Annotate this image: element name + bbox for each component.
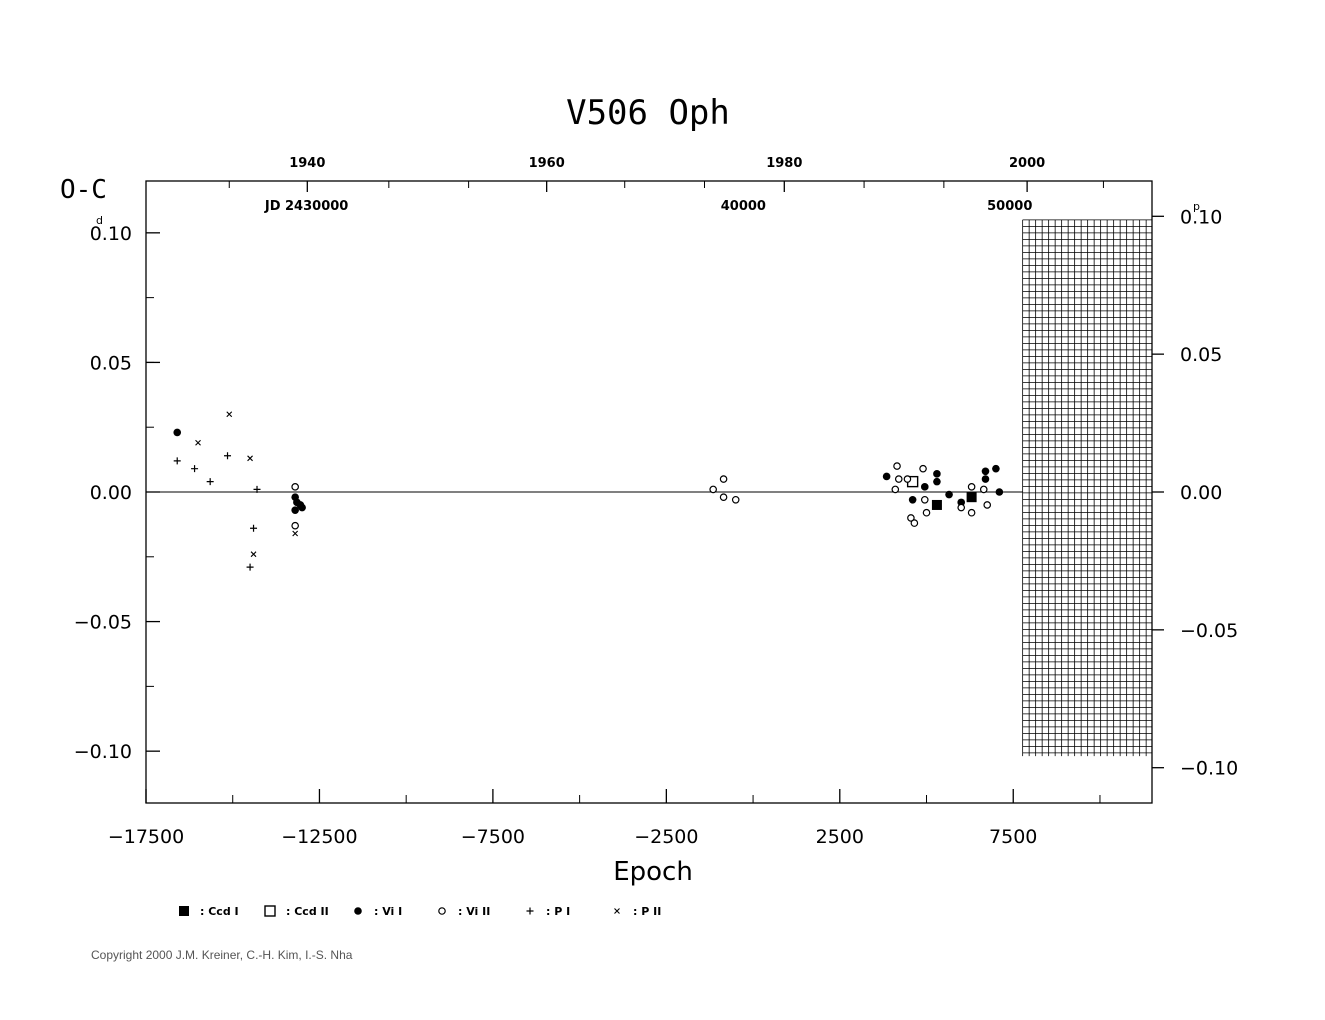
data-point-vi-ii — [891, 485, 900, 494]
right-tick-label: −0.10 — [1180, 758, 1238, 780]
data-point-vi-ii — [957, 503, 966, 512]
data-point-vi-ii — [709, 485, 717, 494]
legend-label: : Vi I — [374, 905, 402, 918]
data-point-vi-i — [908, 495, 917, 504]
data-point-vi-i — [945, 490, 953, 499]
year-tick-label: 1980 — [766, 156, 802, 171]
legend-marker-2 — [354, 907, 362, 915]
jd-tick-label: 50000 — [987, 199, 1032, 214]
data-point-p-i — [206, 478, 214, 486]
legend-label: : P I — [546, 905, 570, 918]
data-point-p-ii — [195, 439, 201, 446]
year-tick-label: 1940 — [289, 156, 325, 171]
x-tick-label: 7500 — [989, 826, 1037, 848]
x-axis-label: Epoch — [613, 857, 693, 887]
jd-tick-label: JD 2430000 — [264, 199, 348, 214]
data-point-p-i — [173, 457, 181, 465]
data-point-vi-i — [992, 464, 1000, 473]
data-point-vi-ii — [291, 521, 299, 530]
data-point-vi-i — [291, 506, 299, 514]
data-point-p-i — [253, 485, 261, 493]
data-point-ccd-i — [966, 492, 977, 503]
x-tick-label: −17500 — [108, 826, 184, 848]
data-point-p-ii — [292, 530, 299, 537]
y-tick-label: 0.00 — [90, 482, 132, 504]
y-axis-unit: d — [96, 214, 103, 227]
right-tick-label: 0.10 — [1180, 206, 1222, 228]
legend-marker-3 — [438, 907, 446, 915]
right-tick-label: 0.05 — [1180, 344, 1222, 366]
data-point-vi-ii — [919, 464, 927, 473]
x-tick-label: −2500 — [634, 826, 698, 848]
data-point-p-i — [191, 465, 199, 473]
data-point-vi-i — [920, 483, 929, 491]
data-point-vi-ii — [291, 483, 299, 491]
x-tick-label: −12500 — [281, 826, 357, 848]
data-point-vi-i — [298, 503, 306, 512]
data-point-vi-ii — [893, 462, 901, 470]
chart-legend: : Ccd I : Ccd II : Vi I : Vi II : P I : P II — [179, 905, 661, 918]
year-tick-label: 2000 — [1009, 156, 1045, 171]
legend-marker-4 — [526, 907, 534, 915]
copyright-notice: Copyright 2000 J.M. Kreiner, C.-H. Kim, … — [91, 948, 353, 962]
data-point-vi-ii — [894, 475, 903, 483]
data-point-vi-ii — [719, 493, 728, 501]
y-tick-label: −0.05 — [74, 612, 132, 634]
data-point-vi-i — [981, 475, 990, 483]
right-tick-label: −0.05 — [1180, 620, 1238, 642]
data-point-vi-ii — [907, 514, 915, 522]
data-point-vi-ii — [979, 485, 988, 494]
x-tick-label: 2500 — [816, 826, 864, 848]
legend-marker-1 — [264, 905, 276, 917]
data-point-p-ii — [226, 411, 233, 418]
data-point-p-i — [224, 452, 232, 460]
legend-label: : Ccd I — [200, 905, 239, 918]
right-axis-unit: p — [1193, 200, 1200, 213]
data-point-vi-i — [995, 488, 1004, 496]
data-point-vi-ii — [903, 475, 912, 483]
legend-label: : Ccd II — [286, 905, 329, 918]
shaded-future-region — [1022, 219, 1152, 757]
data-point-vi-ii — [920, 495, 929, 504]
legend-marker-5 — [614, 908, 620, 914]
x-tick-label: −7500 — [461, 826, 525, 848]
jd-tick-label: 40000 — [721, 199, 766, 214]
data-point-p-i — [250, 524, 258, 532]
axis-ticks: −17500 −12500 −7500 −2500 2500 7500 0.10 0.05 0.… — [74, 156, 1238, 848]
y-tick-label: 0.10 — [90, 223, 132, 245]
data-point-vi-ii — [719, 475, 728, 483]
data-point-vi-ii — [967, 508, 976, 517]
data-point-p-ii — [247, 455, 253, 462]
chart-title: V506 Oph — [566, 93, 730, 133]
y-axis-label: O-C — [60, 175, 107, 205]
data-point-vi-ii — [922, 508, 931, 517]
data-point-vi-ii — [967, 483, 976, 491]
data-point-vi-i — [882, 472, 891, 481]
data-points — [173, 411, 1004, 571]
data-point-vi-i — [933, 477, 941, 486]
data-point-p-i — [246, 563, 254, 571]
legend-marker-0 — [179, 906, 189, 916]
year-tick-label: 1960 — [529, 156, 565, 171]
data-point-vi-ii — [731, 495, 740, 504]
data-point-vi-ii — [983, 501, 992, 509]
data-point-ccd-i — [931, 499, 942, 510]
y-tick-label: 0.05 — [90, 352, 132, 374]
legend-label: : Vi II — [458, 905, 490, 918]
y-tick-label: −0.10 — [74, 741, 132, 763]
data-point-vi-ii — [910, 519, 919, 527]
legend-label: : P II — [633, 905, 661, 918]
right-tick-label: 0.00 — [1180, 482, 1222, 504]
data-point-vi-i — [981, 467, 990, 476]
data-point-p-ii — [250, 551, 257, 558]
data-point-vi-i — [173, 428, 182, 437]
data-point-vi-i — [933, 470, 941, 478]
